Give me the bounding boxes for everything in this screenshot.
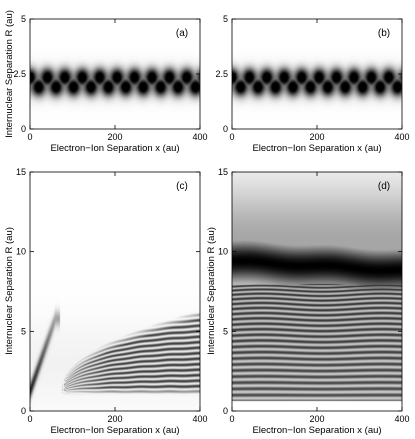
- x-axis-label: Electron−Ion Separation x (au): [50, 143, 179, 154]
- x-axis-label: Electron−Ion Separation x (au): [50, 425, 179, 436]
- x-tick-label: 200: [107, 132, 122, 142]
- x-tick-label: 200: [309, 132, 324, 142]
- y-tick-label: 10: [218, 247, 228, 257]
- panel-d: 0 200 400 0 5 10 15 (d) Electron−Ion Separatio…: [206, 167, 410, 436]
- y-tick-label: 5: [21, 14, 26, 24]
- y-tick-label: 10: [16, 247, 26, 257]
- x-tick-label: 200: [309, 414, 324, 424]
- y-tick-label: 5: [223, 14, 228, 24]
- heatmap-image: [30, 19, 200, 129]
- y-axis-label: Internuclear Separation R (au): [206, 227, 217, 355]
- panel-label: (c): [176, 181, 188, 192]
- x-tick-label: 0: [27, 132, 32, 142]
- x-tick-label: 0: [229, 414, 234, 424]
- y-tick-label: 5: [21, 326, 26, 336]
- panel-label: (b): [378, 28, 390, 39]
- y-axis-label: Internuclear Separation R (au): [4, 10, 15, 138]
- tick-marks: 0 200 400 0 2.5 5: [215, 14, 409, 142]
- x-tick-label: 400: [192, 414, 207, 424]
- panel-label: (d): [378, 181, 390, 192]
- y-tick-label: 0: [21, 124, 26, 134]
- x-tick-label: 400: [192, 132, 207, 142]
- heatmap-image: [232, 172, 402, 411]
- x-tick-label: 200: [107, 414, 122, 424]
- panel-c: 0 200 400 0 5 10 15 (c) Electron−Ion Separatio…: [4, 167, 208, 436]
- y-tick-label: 2.5: [215, 69, 228, 79]
- panel-b: 0 200 400 0 2.5 5 (b) Electron−Ion Separation…: [215, 14, 409, 154]
- y-tick-label: 0: [223, 406, 228, 416]
- y-tick-label: 0: [223, 124, 228, 134]
- x-tick-label: 0: [229, 132, 234, 142]
- tick-marks: 0 200 400 0 5 10 15: [16, 167, 208, 424]
- tick-marks: 0 200 400 0 2.5 5: [13, 14, 207, 142]
- y-tick-label: 0: [21, 406, 26, 416]
- y-tick-label: 15: [218, 167, 228, 177]
- panel-a: 0 200 400 0 2.5 5 (a) Electron−Ion Separation…: [4, 10, 208, 154]
- heatmap-image: [232, 19, 402, 129]
- y-tick-label: 15: [16, 167, 26, 177]
- panel-label: (a): [176, 28, 188, 39]
- x-axis-label: Electron−Ion Separation x (au): [252, 143, 381, 154]
- y-axis-label: Internuclear Separation R (au): [4, 227, 15, 355]
- x-tick-label: 400: [394, 414, 409, 424]
- x-axis-label: Electron−Ion Separation x (au): [252, 425, 381, 436]
- x-tick-label: 400: [394, 132, 409, 142]
- tick-marks: 0 200 400 0 5 10 15: [218, 167, 410, 424]
- heatmap-image: [30, 172, 200, 411]
- y-tick-label: 5: [223, 326, 228, 336]
- x-tick-label: 0: [27, 414, 32, 424]
- y-tick-label: 2.5: [13, 69, 26, 79]
